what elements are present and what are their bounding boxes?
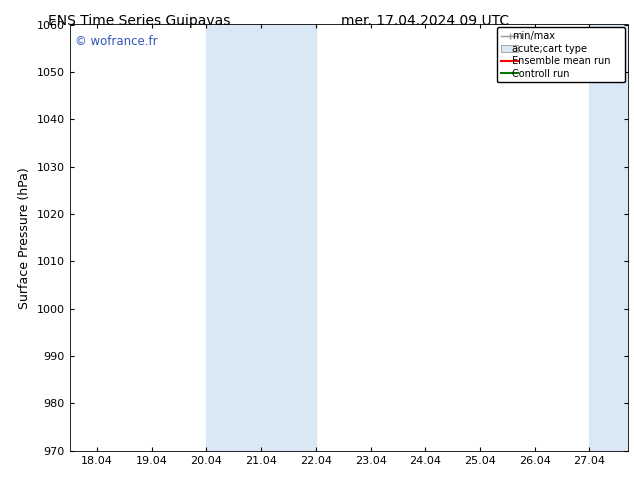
Bar xyxy=(207,24,261,451)
Bar xyxy=(590,24,617,451)
Bar xyxy=(261,24,316,451)
Y-axis label: Surface Pressure (hPa): Surface Pressure (hPa) xyxy=(18,167,31,309)
Legend: min/max, acute;cart type, Ensemble mean run, Controll run: min/max, acute;cart type, Ensemble mean … xyxy=(497,27,624,82)
Text: mer. 17.04.2024 09 UTC: mer. 17.04.2024 09 UTC xyxy=(340,14,509,28)
Bar xyxy=(617,24,634,451)
Text: ENS Time Series Guipavas: ENS Time Series Guipavas xyxy=(48,14,231,28)
Text: © wofrance.fr: © wofrance.fr xyxy=(75,35,158,48)
